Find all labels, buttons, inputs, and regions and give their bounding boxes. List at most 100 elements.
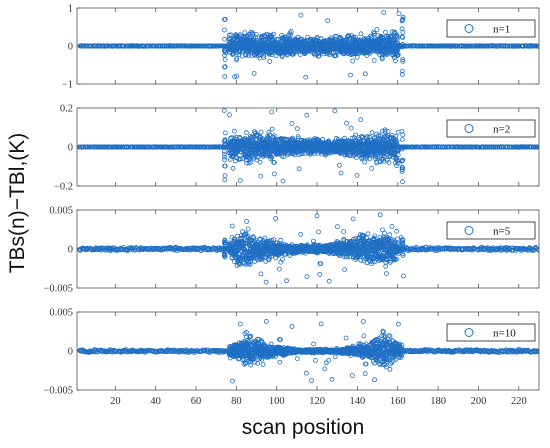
data-point [273, 216, 279, 221]
data-point [383, 29, 388, 35]
y-tick-label: −0.2 [54, 182, 73, 193]
data-point [470, 43, 476, 49]
data-point [372, 134, 378, 140]
data-point [298, 12, 304, 18]
data-point [247, 261, 253, 267]
data-point [222, 137, 228, 143]
data-point [234, 73, 240, 79]
data-point [326, 278, 332, 284]
data-point [423, 144, 429, 150]
y-tick-label: 0.2 [60, 104, 73, 115]
data-point [276, 266, 282, 272]
legend: n=1 [446, 19, 536, 38]
data-point [111, 144, 116, 150]
data-point [418, 246, 424, 252]
data-point [253, 32, 259, 37]
data-point [286, 32, 292, 38]
data-point [348, 72, 353, 78]
data-point [399, 164, 405, 170]
data-point [377, 133, 383, 139]
data-point [369, 130, 375, 136]
data-point [310, 238, 316, 244]
data-point [289, 121, 295, 126]
data-point [105, 43, 110, 49]
legend-box [446, 119, 536, 138]
data-point [266, 257, 272, 263]
data-point [254, 140, 260, 146]
data-point [284, 278, 290, 284]
data-point [130, 43, 136, 49]
data-point [382, 128, 388, 134]
data-point [222, 48, 227, 53]
data-point [233, 134, 239, 140]
data-point [237, 156, 243, 162]
data-point [400, 57, 406, 62]
data-point [371, 31, 377, 36]
data-point [230, 165, 236, 171]
data-point [423, 247, 429, 253]
data-point [399, 137, 405, 143]
data-point [400, 41, 406, 47]
data-point [139, 144, 145, 150]
data-point [222, 173, 228, 179]
data-point [261, 55, 267, 61]
legend-marker [464, 124, 474, 133]
data-points [77, 212, 539, 285]
data-point [229, 223, 235, 229]
data-point [221, 148, 227, 154]
data-point [389, 135, 394, 141]
data-point [248, 159, 254, 165]
data-point [271, 160, 277, 166]
data-point [431, 43, 437, 49]
data-point [222, 16, 228, 22]
data-point [245, 233, 251, 239]
data-point [304, 112, 310, 118]
data-point [271, 133, 277, 139]
data-point [367, 49, 373, 54]
data-point [352, 34, 358, 40]
data-point [222, 27, 227, 33]
data-point [262, 235, 268, 241]
data-point [444, 144, 450, 150]
data-point [239, 236, 245, 242]
data-point [303, 74, 309, 80]
data-point [254, 154, 260, 160]
data-point [222, 154, 228, 160]
data-point [399, 72, 405, 77]
data-point [379, 56, 385, 62]
data-point [284, 52, 290, 58]
data-point [520, 43, 526, 49]
chart-panels: 10−1n=10.20−0.2n=20.0050−0.005n=50.0050−… [43, 4, 540, 407]
data-point [253, 34, 258, 40]
data-point [201, 43, 207, 49]
data-point [399, 167, 405, 173]
data-point [364, 155, 370, 161]
legend-marker [464, 24, 474, 33]
data-point [221, 108, 227, 113]
data-point [222, 130, 228, 136]
data-point [341, 135, 347, 141]
data-point [269, 237, 275, 243]
data-point [185, 246, 191, 252]
data-point [261, 152, 266, 158]
data-point [244, 160, 250, 166]
data-point [460, 247, 466, 253]
data-point [393, 134, 399, 139]
data-point [142, 144, 148, 150]
data-point [347, 138, 353, 144]
data-point [333, 53, 339, 58]
data-point [257, 159, 263, 165]
data-point [400, 179, 406, 185]
data-point [451, 144, 457, 150]
data-point [243, 130, 249, 136]
data-point [525, 144, 531, 150]
data-point [280, 256, 285, 262]
data-point [394, 139, 400, 144]
data-point [362, 159, 368, 165]
data-point [318, 261, 324, 267]
data-point [226, 112, 232, 118]
data-point [488, 246, 494, 251]
data-point [314, 213, 320, 219]
data-point [151, 43, 157, 49]
